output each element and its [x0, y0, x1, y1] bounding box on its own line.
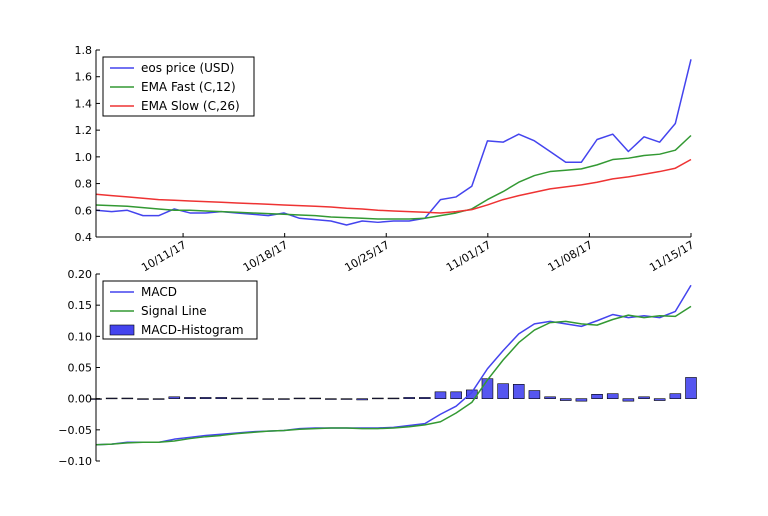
histogram-bar	[403, 397, 415, 399]
price-ema-lines	[95, 59, 692, 226]
top-x-tick-label: 11/01/17	[444, 238, 493, 274]
top-x-tick-label: 11/08/17	[546, 238, 595, 274]
histogram-bar	[309, 397, 321, 400]
histogram-bar	[591, 393, 603, 399]
legend-label-ema-fast-c-12: EMA Fast (C,12)	[141, 80, 236, 94]
top-legend: eos price (USD) EMA Fast (C,12) EMA Slow (…	[102, 56, 255, 117]
top-y-ticks: 0.4 0.6 0.8 1.0 1.2 1.4 1.6 1.8	[75, 44, 100, 244]
ema-slow-c-26-line	[95, 158, 692, 214]
histogram-bar	[685, 377, 697, 399]
macd-panel: −0.10 −0.05 0.00 0.05 0.10 0.15 0.20 MACD Signa…	[58, 268, 697, 468]
histogram-bar	[434, 391, 447, 399]
bottom-y-tick-label: 0.15	[68, 299, 93, 312]
histogram-bar	[325, 398, 337, 400]
histogram-bar	[559, 398, 572, 401]
histogram-bar	[246, 397, 259, 400]
histogram-bar	[199, 397, 212, 399]
top-y-tick-label: 1.0	[75, 151, 93, 164]
histogram-bar	[419, 397, 431, 399]
legend-label-signal-line: Signal Line	[141, 304, 207, 318]
histogram-bar	[512, 384, 525, 399]
histogram-bar	[544, 396, 556, 399]
bottom-y-tick-label: −0.10	[58, 455, 92, 468]
top-x-tick-label: 10/18/17	[241, 238, 290, 274]
top-y-tick-label: 0.6	[75, 204, 93, 217]
bottom-y-tick-label: 0.10	[68, 330, 93, 343]
histogram-bar	[450, 391, 462, 399]
histogram-bar	[575, 398, 588, 402]
legend-label-macd: MACD	[141, 285, 177, 299]
legend-label-eos-price-usd: eos price (USD)	[141, 61, 234, 75]
histogram-bar	[356, 398, 368, 401]
top-y-tick-label: 1.2	[75, 124, 93, 137]
macd-series	[90, 284, 697, 446]
histogram-bar	[168, 396, 181, 399]
histogram-bar	[638, 396, 650, 399]
top-x-tick-label: 10/25/17	[342, 238, 391, 274]
top-y-tick-label: 1.8	[75, 44, 93, 57]
top-y-tick-label: 0.4	[75, 231, 93, 244]
legend-label-macd-histogram: MACD-Histogram	[141, 323, 244, 337]
top-x-tick-label: 10/11/17	[139, 238, 188, 274]
bottom-y-tick-label: 0.05	[68, 362, 93, 375]
bottom-y-tick-label: 0.00	[68, 393, 93, 406]
top-y-tick-label: 0.8	[75, 178, 93, 191]
ema-fast-c-12-line	[95, 134, 692, 220]
histogram-bar	[340, 398, 353, 400]
histogram-bar	[293, 397, 306, 400]
histogram-bar	[669, 393, 682, 399]
bottom-y-tick-label: 0.20	[68, 268, 93, 281]
histogram-bar	[528, 390, 541, 399]
histogram-bar	[184, 397, 196, 399]
histogram-bar	[387, 397, 400, 400]
histogram-bar	[497, 383, 509, 399]
histogram-bar	[231, 397, 243, 400]
bottom-legend: MACD Signal Line MACD-Histogram	[102, 280, 258, 340]
bottom-y-ticks: −0.10 −0.05 0.00 0.05 0.10 0.15 0.20	[58, 268, 100, 468]
histogram-bar	[372, 397, 384, 400]
histogram-bar	[622, 398, 635, 402]
histogram-bar	[653, 398, 666, 401]
bottom-y-tick-label: −0.05	[58, 424, 92, 437]
histogram-bar	[137, 398, 149, 400]
histogram-bar	[262, 398, 275, 400]
legend-swatch-macd-histogram	[109, 324, 135, 336]
histogram-bar	[215, 397, 228, 399]
price-ema-panel: 0.4 0.6 0.8 1.0 1.2 1.4 1.6 1.8 10/11/17 10/18/1…	[75, 44, 697, 274]
histogram-bar	[481, 378, 494, 399]
signal-line-line	[95, 305, 692, 446]
top-x-ticks: 10/11/17 10/18/17 10/25/17 11/01/17 11/08/17…	[139, 233, 697, 274]
top-y-tick-label: 1.6	[75, 71, 93, 84]
top-y-tick-label: 1.4	[75, 97, 93, 110]
histogram-bar	[121, 397, 134, 400]
histogram-bar	[606, 393, 619, 399]
histogram-bar	[105, 397, 118, 400]
top-x-tick-label: 11/15/17	[647, 238, 696, 274]
eos-price-usd-line	[95, 59, 692, 226]
histogram-bar	[278, 398, 290, 400]
legend-label-ema-slow-c-26: EMA Slow (C,26)	[141, 99, 240, 113]
histogram-bar	[152, 398, 165, 400]
